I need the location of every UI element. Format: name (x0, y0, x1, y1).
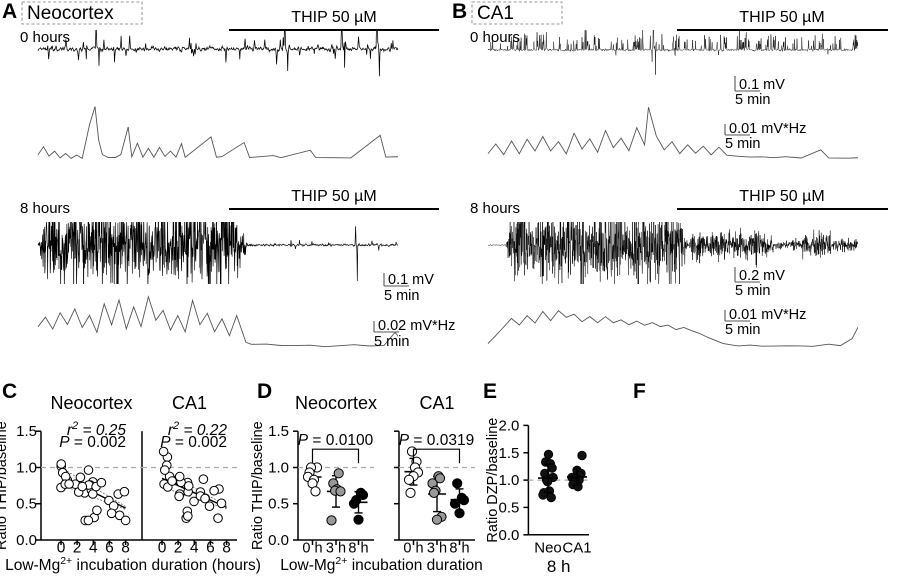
svg-text:P = 0.002: P = 0.002 (59, 434, 126, 451)
svg-text:THIP 50 µM: THIP 50 µM (291, 9, 376, 26)
svg-text:0.2 mV: 0.2 mV (739, 268, 785, 284)
svg-text:1.0: 1.0 (16, 460, 37, 477)
svg-text:5 min: 5 min (735, 283, 770, 299)
svg-text:8 hours: 8 hours (20, 200, 70, 217)
svg-text:5 min: 5 min (374, 334, 409, 350)
svg-text:0 h: 0 h (403, 541, 423, 557)
svg-text:C: C (2, 380, 17, 403)
svg-text:8 h: 8 h (547, 557, 571, 576)
svg-text:0.0: 0.0 (16, 532, 37, 549)
svg-text:4: 4 (190, 540, 199, 557)
svg-text:1.5: 1.5 (268, 423, 289, 440)
svg-text:P = 0.002: P = 0.002 (160, 434, 227, 451)
svg-text:8: 8 (121, 540, 130, 557)
svg-text:0 hours: 0 hours (470, 29, 520, 46)
svg-text:4: 4 (89, 540, 98, 557)
svg-text:0.01 mV*Hz: 0.01 mV*Hz (729, 307, 806, 323)
svg-text:8 hours: 8 hours (470, 200, 520, 217)
svg-text:B: B (452, 0, 467, 23)
svg-text:6: 6 (105, 540, 114, 557)
svg-text:0 hours: 0 hours (20, 29, 70, 46)
svg-text:5 min: 5 min (725, 322, 760, 338)
svg-text:0.1 mV: 0.1 mV (388, 272, 434, 288)
svg-text:3 h: 3 h (427, 541, 447, 557)
svg-text:0.0: 0.0 (268, 532, 289, 549)
svg-text:CA1: CA1 (477, 3, 514, 24)
svg-text:1.5: 1.5 (499, 445, 520, 462)
svg-text:5 min: 5 min (725, 136, 760, 152)
svg-text:1.5: 1.5 (16, 423, 37, 440)
svg-text:0.0: 0.0 (499, 527, 520, 544)
svg-text:0: 0 (57, 540, 66, 557)
svg-text:Neocortex: Neocortex (295, 393, 377, 413)
svg-text:2: 2 (73, 540, 82, 557)
svg-text:F: F (633, 380, 646, 403)
svg-text:Neocortex: Neocortex (27, 3, 114, 24)
svg-text:THIP 50 µM: THIP 50 µM (739, 188, 824, 205)
svg-text:5 min: 5 min (735, 92, 770, 108)
svg-text:A: A (2, 0, 17, 23)
svg-text:0.5: 0.5 (16, 496, 37, 513)
svg-text:Ratio THIP/baseline: Ratio THIP/baseline (0, 421, 10, 550)
svg-text:P = 0.0319: P = 0.0319 (399, 432, 474, 449)
svg-text:CA1: CA1 (419, 393, 454, 413)
svg-text:THIP 50 µM: THIP 50 µM (291, 188, 376, 205)
svg-text:Neo: Neo (534, 540, 562, 557)
svg-text:CA1: CA1 (172, 393, 207, 413)
svg-text:Ratio DZP/baseline: Ratio DZP/baseline (485, 418, 501, 543)
svg-text:0.5: 0.5 (268, 496, 289, 513)
svg-text:E: E (483, 380, 497, 403)
svg-text:8 h: 8 h (348, 541, 368, 557)
svg-text:P = 0.0100: P = 0.0100 (298, 432, 374, 449)
svg-text:0.5: 0.5 (499, 499, 520, 516)
svg-text:1.0: 1.0 (499, 472, 520, 489)
svg-text:Low-Mg2+ incubation duration: Low-Mg2+ incubation duration (280, 555, 482, 574)
svg-text:0 h: 0 h (302, 541, 322, 557)
svg-text:6: 6 (206, 540, 215, 557)
svg-text:Low-Mg2+ incubation duration (: Low-Mg2+ incubation duration (hours) (5, 555, 261, 574)
svg-text:CA1: CA1 (562, 540, 591, 557)
svg-text:8: 8 (222, 540, 231, 557)
svg-text:THIP 50 µM: THIP 50 µM (739, 9, 824, 26)
svg-text:Ratio THIP/baseline: Ratio THIP/baseline (250, 421, 266, 550)
svg-text:0.01 mV*Hz: 0.01 mV*Hz (729, 121, 806, 137)
svg-text:8 h: 8 h (449, 541, 469, 557)
svg-text:5 min: 5 min (384, 288, 419, 304)
svg-text:0: 0 (158, 540, 167, 557)
svg-text:D: D (257, 380, 272, 403)
svg-text:2: 2 (174, 540, 183, 557)
svg-text:0.1 mV: 0.1 mV (739, 77, 785, 93)
svg-text:0.02 mV*Hz: 0.02 mV*Hz (378, 318, 455, 334)
svg-text:Neocortex: Neocortex (50, 393, 132, 413)
svg-text:2.0: 2.0 (499, 417, 520, 434)
svg-text:1.0: 1.0 (268, 460, 289, 477)
